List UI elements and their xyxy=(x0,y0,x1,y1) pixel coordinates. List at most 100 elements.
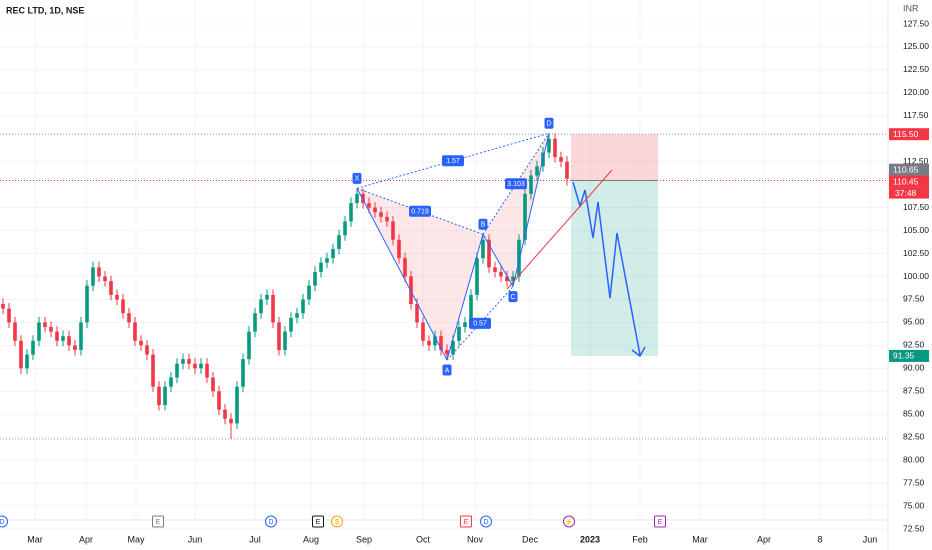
x-tick-label: Feb xyxy=(632,534,648,544)
candle-body xyxy=(523,193,527,240)
target-zone xyxy=(571,180,658,356)
candle-body xyxy=(7,308,11,323)
candle-body xyxy=(13,322,17,341)
event-label: E xyxy=(316,519,321,526)
candle-body xyxy=(439,336,443,350)
y-tick-label: 127.50 xyxy=(903,18,929,28)
y-tick-label: 100.00 xyxy=(903,271,929,281)
y-tick-label: 105.00 xyxy=(903,225,929,235)
candle-body xyxy=(463,322,467,327)
ratio-badge xyxy=(469,317,491,329)
candle-body xyxy=(265,294,269,300)
y-tick-label: 120.00 xyxy=(903,87,929,97)
candle-body xyxy=(373,207,377,213)
y-tick-label: 87.50 xyxy=(903,386,925,396)
y-tick-label: 97.50 xyxy=(903,294,925,304)
event-icon xyxy=(480,515,492,528)
event-icon xyxy=(312,515,324,528)
candle-body xyxy=(31,340,35,355)
candle-body xyxy=(493,267,497,272)
x-tick-label: Aug xyxy=(303,534,319,544)
candle-body xyxy=(181,359,185,364)
entry-tag-label: 110.45 xyxy=(893,176,919,186)
candle-body xyxy=(115,294,119,300)
candle-body xyxy=(403,258,407,277)
pattern-leg xyxy=(512,133,550,287)
point-badge xyxy=(478,218,488,230)
candle-body xyxy=(313,271,317,286)
candle-body xyxy=(481,239,485,259)
x-tick-label: May xyxy=(127,534,145,544)
event-label: E xyxy=(156,519,161,526)
event-icon xyxy=(152,515,164,528)
candle-body xyxy=(187,359,191,364)
candle-body xyxy=(361,193,365,204)
candle-body xyxy=(1,304,5,309)
pattern-leg xyxy=(446,234,484,361)
candle-body xyxy=(211,377,215,392)
candle-body xyxy=(193,363,197,369)
ratio-line xyxy=(356,132,550,189)
x-tick-label: Mar xyxy=(27,534,43,544)
x-tick-label: Dec xyxy=(522,534,539,544)
candle-body xyxy=(217,391,221,410)
event-icon xyxy=(331,515,343,528)
candle-body xyxy=(421,322,425,341)
event-icon xyxy=(654,515,666,528)
candle-body xyxy=(547,138,551,153)
last-price-tag-label: 110.65 xyxy=(893,164,919,174)
candle-body xyxy=(25,354,29,369)
ratio-badge xyxy=(409,205,431,217)
candle-body xyxy=(349,203,353,222)
candle-body xyxy=(37,322,41,341)
candle-body xyxy=(73,345,77,350)
y-tick-label: 125.00 xyxy=(903,41,929,51)
y-tick-label: 107.50 xyxy=(903,202,929,212)
candle-body xyxy=(229,418,233,424)
candle-body xyxy=(295,313,299,318)
x-tick-label: Oct xyxy=(416,534,431,544)
y-tick-label: 82.50 xyxy=(903,431,925,441)
countdown-tag xyxy=(889,187,929,199)
position-box xyxy=(571,134,658,356)
x-tick-label: Jun xyxy=(188,534,203,544)
pattern-leg xyxy=(356,188,448,361)
point-label: A xyxy=(445,367,450,374)
x-tick-label: Mar xyxy=(692,534,708,544)
candle-body xyxy=(319,262,323,272)
candle-body xyxy=(277,322,281,350)
candle-body xyxy=(223,409,227,419)
stop-tag-label: 115.50 xyxy=(893,129,919,139)
candle-body xyxy=(535,166,539,176)
candle-body xyxy=(175,363,179,378)
x-tick-label: Jun xyxy=(863,534,878,544)
trend-line xyxy=(506,169,613,290)
x-tick-label: Sep xyxy=(356,534,372,544)
candle-body xyxy=(79,322,83,350)
point-badge xyxy=(442,364,452,376)
candle-body xyxy=(19,340,23,369)
x-tick-label: Nov xyxy=(467,534,484,544)
projection-arrow xyxy=(572,181,641,356)
y-tick-label: 80.00 xyxy=(903,454,925,464)
entry-tag xyxy=(889,175,929,188)
candle-body xyxy=(97,267,101,277)
candle-body xyxy=(367,203,371,208)
candle-body xyxy=(169,377,173,387)
ratio-badge xyxy=(505,178,527,190)
candle-body xyxy=(253,313,257,332)
candle-body xyxy=(325,258,329,263)
ratio-label: 0.719 xyxy=(411,209,429,216)
chart-title: REC LTD, 1D, NSE xyxy=(6,5,84,15)
candle-body xyxy=(151,354,155,387)
point-label: C xyxy=(510,294,515,301)
event-label: D xyxy=(0,519,5,526)
axis: 72.50 75.00 77.50 80.00 82.50 85.00 87.50 90.00… xyxy=(0,18,929,544)
y-tick-label: 90.00 xyxy=(903,363,925,373)
candle-body xyxy=(145,345,149,355)
event-label: D xyxy=(268,519,273,526)
event-label: D xyxy=(483,519,488,526)
candle-body xyxy=(199,363,203,369)
target-tag-label: 91.35 xyxy=(893,351,915,361)
